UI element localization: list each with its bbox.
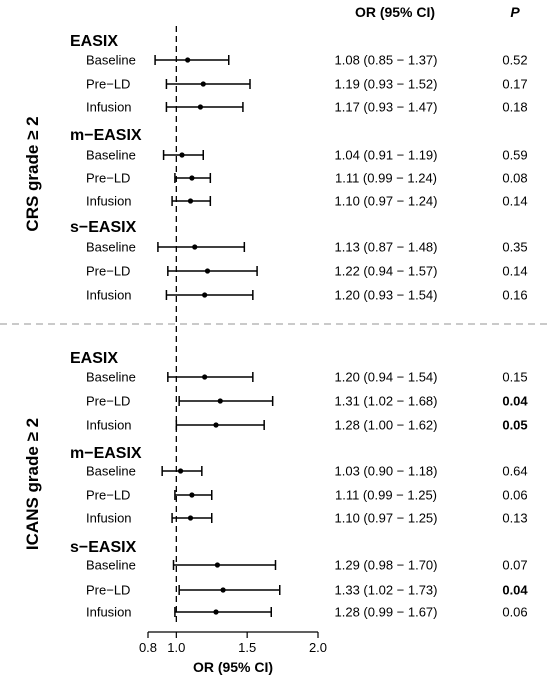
point-estimate (217, 398, 223, 404)
or-ci-value: 1.20 (0.93 − 1.54) (335, 288, 438, 303)
or-ci-value: 1.20 (0.94 − 1.54) (335, 370, 438, 385)
row-label: Infusion (86, 511, 132, 526)
row-label: Baseline (86, 240, 136, 255)
or-ci-value: 1.17 (0.93 − 1.47) (335, 100, 438, 115)
row-label: Pre−LD (86, 77, 130, 92)
p-value: 0.08 (502, 171, 527, 186)
point-estimate (179, 152, 185, 158)
p-value: 0.06 (502, 605, 527, 620)
point-estimate (189, 175, 195, 181)
row-label: Baseline (86, 148, 136, 163)
p-value: 0.35 (502, 240, 527, 255)
x-tick-label: 0.8 (139, 640, 157, 655)
point-estimate (192, 244, 198, 250)
row-label: Pre−LD (86, 583, 130, 598)
p-value: 0.13 (502, 511, 527, 526)
or-ci-value: 1.29 (0.98 − 1.70) (335, 558, 438, 573)
x-tick-label: 2.0 (309, 640, 327, 655)
or-ci-value: 1.19 (0.93 − 1.52) (335, 77, 438, 92)
p-value: 0.17 (502, 77, 527, 92)
or-ci-value: 1.11 (0.99 − 1.25) (335, 488, 437, 503)
row-label: Pre−LD (86, 264, 130, 279)
or-ci-value: 1.04 (0.91 − 1.19) (335, 148, 438, 163)
row-label: Baseline (86, 464, 136, 479)
or-ci-value: 1.03 (0.90 − 1.18) (335, 464, 438, 479)
point-estimate (197, 104, 204, 110)
row-label: Infusion (86, 418, 132, 433)
row-label: Infusion (86, 100, 132, 115)
or-ci-value: 1.28 (1.00 − 1.62) (335, 418, 438, 433)
group-label: m−EASIX (70, 127, 142, 144)
row-label: Infusion (86, 288, 132, 303)
point-estimate (187, 515, 194, 521)
p-value: 0.64 (502, 464, 527, 479)
p-value: 0.04 (502, 394, 528, 409)
p-value: 0.18 (502, 100, 527, 115)
point-estimate (213, 422, 219, 428)
group-label: s−EASIX (70, 539, 137, 556)
section-label: ICANS grade ≥ 2 (23, 418, 42, 550)
point-estimate (189, 492, 195, 498)
x-tick-label: 1.0 (167, 640, 185, 655)
row-label: Baseline (86, 558, 136, 573)
point-estimate (187, 198, 194, 204)
or-ci-value: 1.11 (0.99 − 1.24) (335, 171, 437, 186)
plot-area: CRS grade ≥ 2 EASIX Baseline 1.08 (0.85 − 1… (0, 26, 550, 655)
point-estimate (204, 268, 211, 274)
or-ci-value: 1.10 (0.97 − 1.24) (335, 194, 438, 209)
row-label: Baseline (86, 370, 136, 385)
p-value: 0.07 (502, 558, 527, 573)
group-label: m−EASIX (70, 445, 142, 462)
p-value: 0.15 (502, 370, 527, 385)
p-value: 0.04 (502, 583, 528, 598)
point-estimate (177, 468, 184, 474)
or-ci-value: 1.10 (0.97 − 1.25) (335, 511, 438, 526)
or-ci-value: 1.33 (1.02 − 1.73) (335, 583, 438, 598)
or-ci-value: 1.28 (0.99 − 1.67) (335, 605, 438, 620)
or-ci-value: 1.22 (0.94 − 1.57) (335, 264, 438, 279)
point-estimate (202, 374, 208, 380)
p-value: 0.16 (502, 288, 527, 303)
p-value: 0.52 (502, 53, 527, 68)
row-label: Baseline (86, 53, 136, 68)
or-column-header: OR (95% CI) (355, 4, 435, 20)
or-ci-value: 1.31 (1.02 − 1.68) (335, 394, 438, 409)
group-label: EASIX (70, 350, 118, 367)
point-estimate (213, 609, 219, 615)
row-label: Pre−LD (86, 171, 130, 186)
row-label: Infusion (86, 605, 132, 620)
x-axis-label: OR (95% CI) (193, 659, 273, 675)
row-label: Infusion (86, 194, 132, 209)
or-ci-value: 1.13 (0.87 − 1.48) (335, 240, 438, 255)
point-estimate (220, 587, 226, 593)
p-value: 0.14 (502, 194, 527, 209)
p-value: 0.59 (502, 148, 527, 163)
section-label: CRS grade ≥ 2 (23, 116, 42, 231)
group-label: s−EASIX (70, 219, 137, 236)
point-estimate (214, 562, 221, 568)
p-value: 0.05 (502, 418, 527, 433)
p-value: 0.06 (502, 488, 527, 503)
row-label: Pre−LD (86, 394, 130, 409)
group-label: EASIX (70, 33, 118, 50)
point-estimate (202, 292, 208, 298)
point-estimate (200, 81, 206, 87)
row-label: Pre−LD (86, 488, 130, 503)
p-value: 0.14 (502, 264, 527, 279)
or-ci-value: 1.08 (0.85 − 1.37) (335, 53, 438, 68)
p-column-header: P (510, 4, 520, 20)
point-estimate (185, 57, 191, 63)
x-tick-label: 1.5 (238, 640, 256, 655)
